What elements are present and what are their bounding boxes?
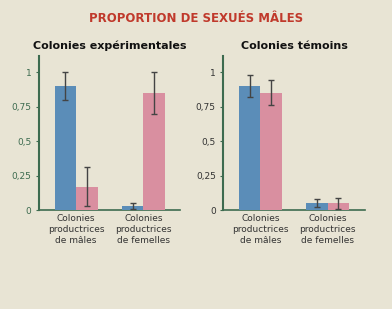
Bar <box>260 93 282 210</box>
Title: Colonies témoins: Colonies témoins <box>241 41 347 51</box>
Bar <box>122 206 143 210</box>
Title: Colonies expérimentales: Colonies expérimentales <box>33 40 187 51</box>
Bar <box>76 187 98 210</box>
Bar <box>143 93 165 210</box>
Bar <box>54 86 76 210</box>
Bar <box>239 86 260 210</box>
Text: PROPORTION DE SEXUÉS MÂLES: PROPORTION DE SEXUÉS MÂLES <box>89 12 303 25</box>
Bar <box>306 203 328 210</box>
Bar <box>328 203 349 210</box>
